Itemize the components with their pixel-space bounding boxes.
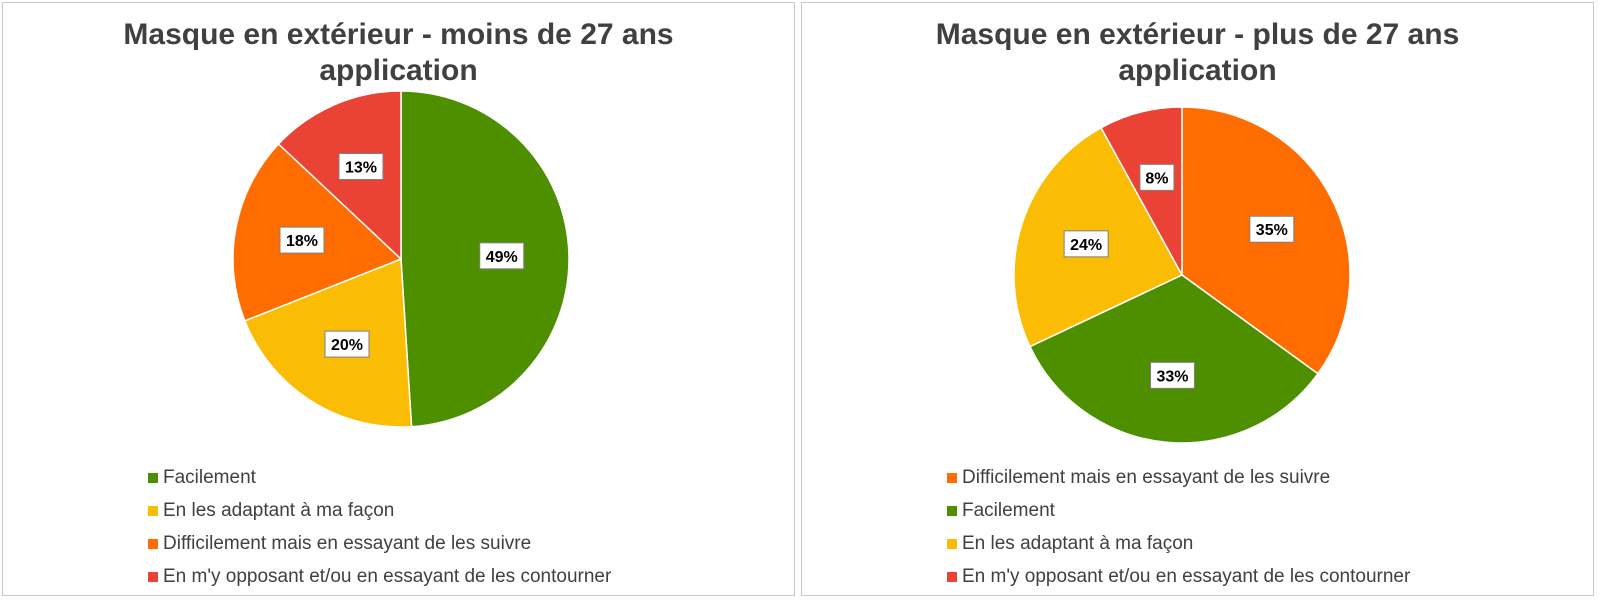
- legend-swatch: [947, 505, 957, 516]
- slice-label-box: [1249, 215, 1295, 243]
- legend-label: En les adaptant à ma façon: [163, 499, 395, 521]
- slice-label: 20%: [331, 337, 363, 354]
- pie-chart: 35% 33% 24% 8%: [1013, 106, 1351, 444]
- legend-label: Facilement: [163, 466, 256, 488]
- chart-panel-over-27: Masque en extérieur - plus de 27 ans app…: [801, 2, 1594, 596]
- slice-label: 18%: [286, 233, 318, 250]
- legend-item: Facilement: [148, 461, 611, 494]
- legend-item: En les adaptant à ma façon: [947, 527, 1410, 560]
- slice-label-box: [1139, 163, 1175, 191]
- legend-item: Difficilement mais en essayant de les su…: [947, 461, 1410, 494]
- legend-swatch: [947, 472, 957, 483]
- slice-label-box: [1150, 361, 1196, 389]
- pie-slice: [1028, 274, 1319, 444]
- chart-title: Masque en extérieur - plus de 27 ans app…: [802, 17, 1593, 89]
- legend-swatch: [148, 472, 158, 483]
- slice-label: 49%: [486, 249, 518, 266]
- slice-label: 35%: [1256, 222, 1288, 239]
- legend-swatch: [947, 538, 957, 549]
- slice-label-box: [479, 242, 525, 270]
- legend-item: En m'y opposant et/ou en essayant de les…: [947, 560, 1410, 593]
- legend-label: En m'y opposant et/ou en essayant de les…: [962, 565, 1411, 587]
- legend-swatch: [947, 571, 957, 582]
- slice-label-box: [338, 152, 384, 180]
- legend-item: En m'y opposant et/ou en essayant de les…: [148, 560, 611, 593]
- chart-title-line-2: application: [319, 54, 478, 87]
- chart-title-line-1: Masque en extérieur - plus de 27 ans: [935, 18, 1460, 51]
- pie-slice: [1100, 106, 1183, 276]
- legend-label: En les adaptant à ma façon: [962, 532, 1194, 554]
- legend-swatch: [148, 538, 158, 549]
- slice-label-box: [279, 226, 325, 254]
- legend-label: Facilement: [962, 499, 1055, 521]
- chart-panel-under-27: Masque en extérieur - moins de 27 ans ap…: [2, 2, 795, 596]
- pie-chart: 49% 20% 18% 13%: [232, 90, 570, 428]
- legend-label: En m'y opposant et/ou en essayant de les…: [163, 565, 612, 587]
- chart-title: Masque en extérieur - moins de 27 ans ap…: [3, 17, 794, 89]
- slice-label: 24%: [1070, 237, 1102, 254]
- legend-swatch: [148, 505, 158, 516]
- legend-label: Difficilement mais en essayant de les su…: [962, 466, 1331, 488]
- legend: Difficilement mais en essayant de les su…: [947, 461, 1410, 593]
- chart-title-line-2: application: [1118, 54, 1277, 87]
- legend: Facilement En les adaptant à ma façon Diff…: [148, 461, 611, 593]
- legend-item: Difficilement mais en essayant de les su…: [148, 527, 611, 560]
- legend-swatch: [148, 571, 158, 582]
- legend-label: Difficilement mais en essayant de les su…: [163, 532, 532, 554]
- legend-item: Facilement: [947, 494, 1410, 527]
- chart-title-line-1: Masque en extérieur - moins de 27 ans: [123, 18, 674, 51]
- slice-label: 8%: [1145, 170, 1168, 187]
- slice-label: 33%: [1156, 368, 1188, 385]
- slice-label-box: [324, 330, 370, 358]
- legend-item: En les adaptant à ma façon: [148, 494, 611, 527]
- slice-label-box: [1063, 230, 1109, 258]
- slice-label: 13%: [345, 159, 377, 176]
